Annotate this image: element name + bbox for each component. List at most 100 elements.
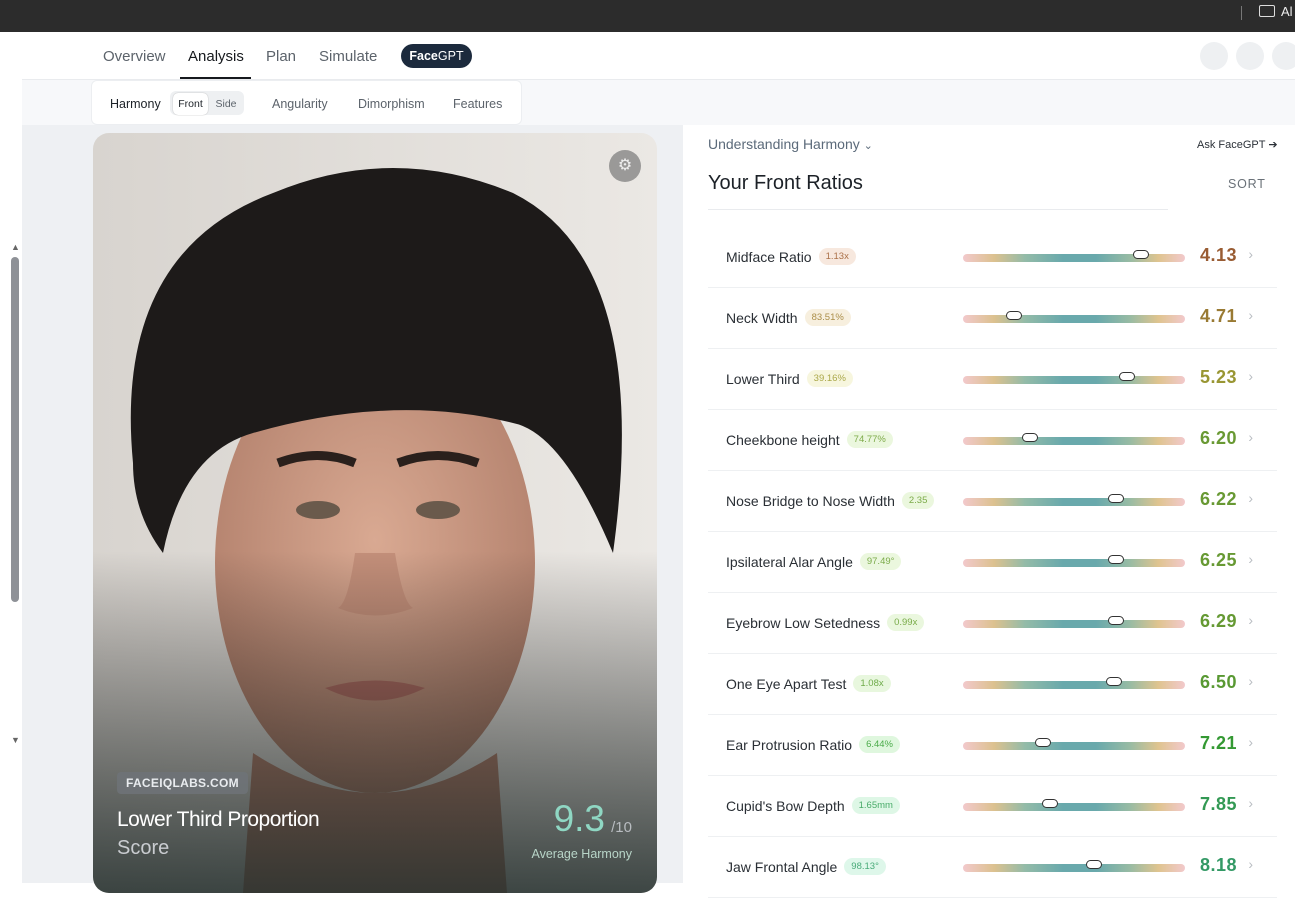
nav-tab[interactable]: Simulate [319,48,378,65]
scroll-down[interactable]: ▼ [11,735,20,745]
ratio-bar [963,742,1185,750]
chevron: › [1248,612,1253,628]
share-button[interactable] [1200,42,1228,70]
ratio-row[interactable]: Jaw Frontal Angle 98.13° 8.18 › [708,837,1277,898]
ratio-row[interactable]: Eyebrow Low Setedness 0.99x 6.29 › [708,593,1277,654]
ratio-score: 5.23 [1199,367,1237,387]
ratio-score: 4.13 [1199,245,1237,265]
ratio-row[interactable]: Nose Bridge to Nose Width 2.35 6.22 › [708,471,1277,532]
scroll-up[interactable]: ▲ [11,242,20,252]
ratio-row[interactable]: Midface Ratio 1.13x 4.13 › [708,227,1277,288]
ratio-name: Lower Third [726,371,800,387]
ratio-marker [1006,311,1023,320]
facegpt-button[interactable]: FaceGPT [401,44,472,68]
help-button[interactable] [1272,42,1295,70]
ask-label: Ask FaceGPT [1197,139,1266,151]
folder-icon [1259,5,1275,17]
ratio-badge: 0.99x [887,614,925,631]
ratio-bar [963,620,1185,628]
ratio-score: 7.85 [1199,794,1237,814]
ratio-name: Neck Width [726,310,798,326]
sort-button[interactable]: SORT [1228,177,1266,191]
settings-icon[interactable]: ⚙ [609,150,641,182]
ratio-badge: 1.08x [853,675,891,692]
ratio-marker [1119,372,1136,381]
ratio-marker [1132,250,1149,259]
dropdown-label: Understanding Harmony [708,136,860,152]
active-underline [180,77,251,79]
ratio-score: 7.21 [1199,733,1237,753]
chevron: › [1248,429,1253,445]
ratio-name: Cheekbone height [726,432,840,448]
toggle-option[interactable]: Front [173,93,208,115]
sub-tab[interactable]: Dimorphism [358,97,425,111]
ratio-marker [1108,555,1125,564]
ratio-name: Jaw Frontal Angle [726,859,838,875]
ratio-bar [963,559,1185,567]
chevron: › [1248,734,1253,750]
chevron: › [1248,368,1253,384]
ratio-name: Ipsilateral Alar Angle [726,554,853,570]
ratio-bar [963,437,1185,445]
ratio-score: 6.20 [1199,428,1237,448]
dropdown[interactable]: Understanding Harmony ⌄ [708,136,873,152]
settings-button[interactable] [1236,42,1264,70]
score: 9.3 [553,798,605,839]
ask-link[interactable]: Ask FaceGPT ➔ [1197,139,1278,151]
scrollbar[interactable] [11,257,19,602]
panel-title: Your Front Ratios [708,172,863,194]
sub-tab[interactable]: Angularity [272,97,328,111]
gpt-prefix: Face [409,49,438,63]
window-bar: Al [0,0,1295,32]
score-label: Average Harmony [531,847,632,861]
ratio-badge: 2.35 [901,492,935,509]
ratio-row[interactable]: Lower Third 39.16% 5.23 › [708,349,1277,410]
chevron: › [1248,795,1253,811]
gpt-suffix: GPT [437,49,464,63]
nav-tab[interactable]: Plan [266,48,297,65]
ratio-row[interactable]: Ipsilateral Alar Angle 97.49° 6.25 › [708,532,1277,593]
ratio-bar [963,864,1185,872]
ratio-row[interactable]: Ear Protrusion Ratio 6.44% 7.21 › [708,715,1277,776]
ratio-name: Midface Ratio [726,249,812,265]
ratio-badge: 97.49° [859,553,902,570]
ratio-score: 6.50 [1199,672,1237,692]
ratio-row[interactable]: Cheekbone height 74.77% 6.20 › [708,410,1277,471]
ratio-badge: 6.44% [859,736,900,753]
ratio-name: Cupid's Bow Depth [726,798,845,814]
ratio-bar [963,681,1185,689]
sub-tab[interactable]: Harmony [110,97,161,111]
ratio-row[interactable]: Neck Width 83.51% 4.71 › [708,288,1277,349]
metric-title: Lower Third Proportion [117,808,320,831]
ratio-bar [963,315,1185,323]
ratio-row[interactable]: Cupid's Bow Depth 1.65mm 7.85 › [708,776,1277,837]
toggle-option[interactable]: Side [215,98,237,110]
nav-bar: Overview Analysis Plan Simulate FaceGPT [22,32,1295,80]
ratio-score: 6.22 [1199,489,1237,509]
ratio-marker [1108,616,1125,625]
ratio-badge: 74.77% [846,431,893,448]
ratio-bar [963,498,1185,506]
sub-tabs: Harmony Front Side Angularity Dimorphism… [91,80,522,125]
photo [93,133,657,893]
chevron: ⌄ [863,140,873,152]
ratio-name: Eyebrow Low Setedness [726,615,881,631]
chevron: › [1248,673,1253,689]
ratio-name: One Eye Apart Test [726,676,847,692]
chevron: › [1248,490,1253,506]
ratio-score: 4.71 [1199,306,1237,326]
ratio-row[interactable]: One Eye Apart Test 1.08x 6.50 › [708,654,1277,715]
ratio-score: 6.29 [1199,611,1237,631]
sub-tab[interactable]: Features [453,97,503,111]
nav-tab[interactable]: Overview [103,48,166,65]
ratio-marker [1034,738,1051,747]
ratio-score: 6.25 [1199,550,1237,570]
watermark: FACEIQLABS.COM [117,772,248,794]
ratio-badge: 83.51% [804,309,851,326]
ratio-bar [963,376,1185,384]
ratio-badge: 39.16% [806,370,853,387]
nav-tab[interactable]: Analysis [188,48,244,65]
folder-label[interactable]: Al [1281,4,1293,19]
chevron: › [1248,246,1253,262]
